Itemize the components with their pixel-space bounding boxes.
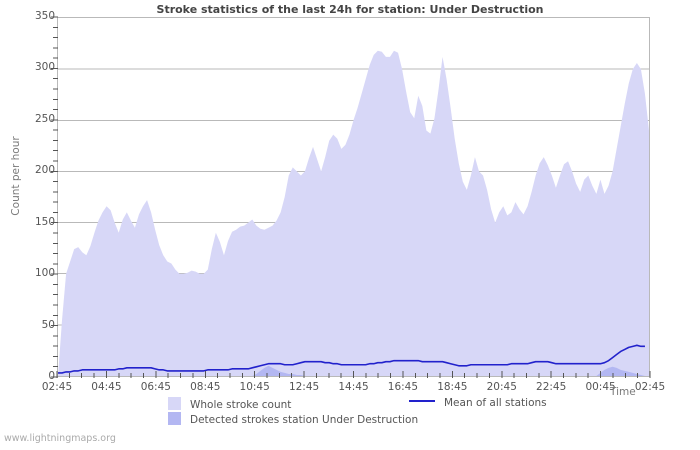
x-axis-tick-11: 00:45 — [585, 381, 616, 393]
x-axis-tick-2: 06:45 — [140, 381, 171, 393]
y-axis-tick-50: 50 — [41, 318, 55, 331]
legend-line-mean-of-all-stations — [409, 400, 435, 402]
y-axis-tick-350: 350 — [34, 10, 55, 22]
y-axis-tick-150: 150 — [34, 215, 55, 228]
legend-item-whole-stroke-count: Whole stroke count — [168, 397, 291, 411]
footer-url: www.lightningmaps.org — [4, 433, 116, 444]
y-axis-tick-0: 0 — [48, 370, 55, 382]
legend-item-detected-strokes: Detected strokes station Under Destructi… — [168, 412, 418, 426]
x-axis-tick-10: 22:45 — [536, 381, 567, 393]
y-axis-label: Count per hour — [10, 136, 22, 216]
legend-swatch-whole-stroke-count — [168, 397, 181, 410]
legend-label-mean-of-all-stations: Mean of all stations — [444, 397, 547, 409]
x-axis-tick-9: 20:45 — [486, 381, 517, 393]
legend-label-detected-strokes: Detected strokes station Under Destructi… — [190, 414, 419, 426]
x-axis-tick-3: 08:45 — [190, 381, 221, 393]
y-axis-tick-100: 100 — [34, 267, 55, 280]
legend-swatch-detected-strokes — [168, 412, 181, 425]
chart-canvas — [58, 50, 649, 376]
x-axis-tick-8: 18:45 — [437, 381, 468, 393]
plot-area — [57, 17, 650, 377]
y-axis-tick-300: 300 — [34, 61, 55, 74]
chart-title: Stroke statistics of the last 24h for st… — [156, 3, 544, 16]
y-axis-tick-250: 250 — [34, 112, 55, 125]
chart-legend: Whole stroke count Detected strokes stat… — [0, 394, 700, 428]
y-axis-ticks — [51, 16, 58, 378]
x-axis-tick-5: 12:45 — [288, 381, 320, 393]
x-axis-tick-12: 02:45 — [634, 381, 666, 393]
x-axis-ticks — [56, 371, 651, 378]
x-axis-tick-6: 14:45 — [338, 381, 369, 393]
y-axis-tick-labels: 0 50 100 150 200 250 300 350 — [0, 0, 55, 394]
legend-item-mean-of-all-stations: Mean of all stations — [409, 397, 547, 409]
y-axis-tick-200: 200 — [34, 164, 55, 177]
x-axis-tick-1: 04:45 — [91, 381, 122, 393]
legend-label-whole-stroke-count: Whole stroke count — [190, 399, 292, 411]
x-axis-tick-4: 10:45 — [239, 381, 270, 393]
x-axis-tick-0: 02:45 — [41, 381, 73, 393]
x-axis-tick-7: 16:45 — [387, 381, 419, 393]
x-axis-label: Time — [610, 386, 636, 398]
